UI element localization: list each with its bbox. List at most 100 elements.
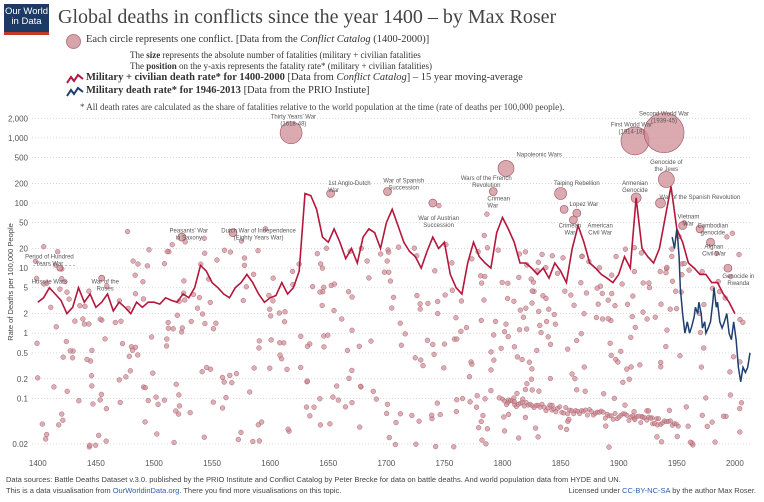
minor-conflict-point — [687, 439, 693, 445]
minor-conflict-point — [514, 354, 521, 360]
minor-conflict-point — [179, 325, 185, 331]
license-link[interactable]: CC-BY-NC-SA — [622, 486, 671, 495]
minor-conflict-point — [398, 342, 404, 348]
minor-conflict-point — [392, 441, 399, 448]
minor-conflict-point — [89, 347, 95, 354]
minor-conflict-point — [479, 437, 485, 443]
minor-conflict-point — [64, 388, 70, 394]
minor-conflict-point — [135, 261, 141, 267]
conflict-annotation: Wars of the French Revolution — [461, 176, 512, 189]
minor-conflict-point — [579, 253, 585, 259]
minor-conflict-point — [262, 226, 268, 232]
minor-conflict-point — [523, 326, 530, 332]
minor-conflict-point — [251, 365, 257, 371]
conflict-circle — [655, 197, 666, 209]
minor-conflict-point — [188, 318, 194, 325]
minor-conflict-point — [535, 259, 541, 265]
minor-conflict-point — [565, 411, 571, 417]
minor-conflict-point — [118, 318, 124, 324]
minor-conflict-point — [658, 439, 665, 445]
minor-conflict-point — [349, 294, 355, 300]
minor-conflict-point — [543, 318, 550, 325]
minor-conflict-point — [154, 431, 160, 437]
minor-conflict-point — [370, 388, 376, 394]
minor-conflict-point — [557, 404, 563, 410]
minor-conflict-point — [339, 316, 345, 322]
minor-conflict-point — [334, 383, 340, 389]
minor-conflict-point — [648, 415, 654, 421]
minor-conflict-point — [511, 344, 517, 350]
minor-conflict-point — [453, 315, 459, 321]
minor-conflict-point — [713, 250, 719, 257]
minor-conflict-point — [501, 329, 508, 335]
minor-conflict-point — [39, 421, 45, 427]
minor-conflict-point — [331, 307, 337, 314]
minor-conflict-point — [529, 366, 535, 372]
minor-conflict-point — [581, 364, 587, 370]
minor-conflict-point — [243, 284, 249, 290]
minor-conflict-point — [364, 258, 370, 264]
minor-conflict-point — [601, 391, 607, 397]
legend-position-text: The position on the y-axis represents th… — [130, 61, 432, 71]
minor-conflict-point — [52, 262, 59, 268]
minor-conflict-point — [98, 391, 105, 398]
minor-conflict-point — [412, 355, 418, 361]
minor-conflict-point — [699, 412, 705, 418]
minor-conflict-point — [698, 364, 704, 370]
conflict-annotation: Cambodian genocide — [697, 224, 728, 237]
minor-conflict-point — [622, 246, 629, 252]
minor-conflict-point — [545, 334, 551, 340]
minor-conflict-point — [437, 411, 443, 418]
minor-conflict-point — [599, 290, 605, 297]
conflict-circle — [554, 187, 567, 200]
minor-conflict-point — [451, 444, 457, 450]
minor-conflict-point — [373, 396, 379, 402]
minor-conflict-point — [321, 344, 327, 350]
minor-conflict-point — [318, 261, 324, 267]
minor-conflict-point — [637, 362, 643, 368]
minor-conflict-point — [227, 372, 233, 378]
minor-conflict-point — [547, 375, 553, 382]
x-tick-label: 1750 — [436, 459, 454, 468]
conflict-circle — [695, 224, 705, 234]
minor-conflict-point — [277, 352, 283, 358]
minor-conflict-point — [505, 334, 511, 340]
conflict-annotation: Lopez War — [569, 202, 598, 208]
minor-conflict-point — [578, 280, 584, 286]
conflict-annotation: American Civil War — [587, 224, 612, 237]
minor-conflict-point — [196, 294, 203, 301]
minor-conflict-point — [453, 408, 459, 415]
minor-conflict-point — [727, 369, 733, 375]
legend-size-text: The size represents the absolute number … — [130, 50, 421, 60]
minor-conflict-point — [539, 251, 545, 258]
minor-conflict-point — [482, 396, 488, 402]
x-tick-label: 1500 — [145, 459, 163, 468]
minor-conflict-point — [132, 291, 139, 297]
minor-conflict-point — [449, 287, 455, 293]
minor-conflict-point — [135, 352, 141, 358]
minor-conflict-point — [569, 371, 575, 377]
owid-link[interactable]: OurWorldinData.org — [112, 486, 180, 495]
minor-conflict-point — [368, 338, 374, 344]
minor-conflict-point — [416, 418, 422, 424]
minor-conflict-point — [41, 281, 47, 287]
legend-red-text: Military + civilian death rate* for 1400… — [86, 72, 523, 83]
minor-conflict-point — [624, 412, 630, 418]
minor-conflict-point — [631, 268, 638, 275]
footer-sources: Data sources: Battle Deaths Dataset v.3.… — [6, 475, 621, 484]
minor-conflict-point — [55, 249, 61, 255]
red-series-line — [37, 186, 736, 316]
minor-conflict-point — [56, 422, 62, 428]
minor-conflict-point — [699, 269, 705, 275]
minor-conflict-point — [51, 384, 57, 390]
minor-conflict-point — [82, 303, 88, 309]
minor-conflict-point — [572, 376, 578, 382]
minor-conflict-point — [402, 331, 408, 337]
minor-conflict-point — [656, 416, 661, 422]
minor-conflict-point — [504, 402, 509, 408]
minor-conflict-point — [608, 352, 614, 358]
minor-conflict-point — [664, 327, 670, 333]
minor-conflict-point — [256, 338, 262, 344]
minor-conflict-point — [349, 400, 355, 406]
minor-conflict-point — [608, 413, 614, 419]
